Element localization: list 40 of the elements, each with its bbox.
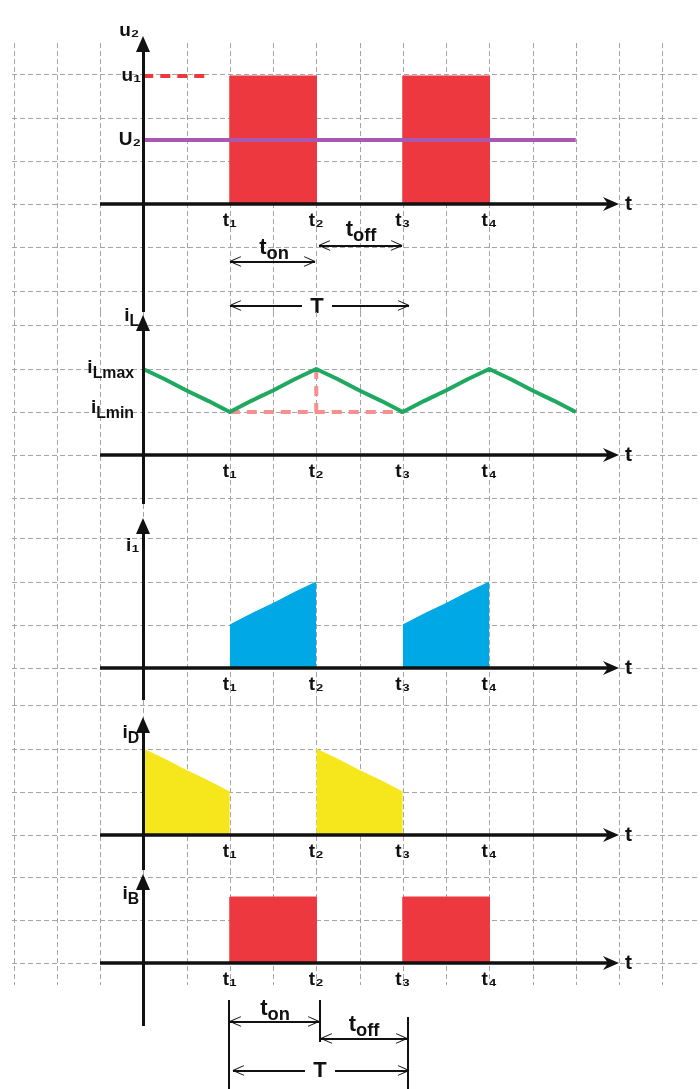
text: t$_{on}$ <box>260 995 290 1025</box>
x-tick-label: t₄ <box>481 839 497 861</box>
x-tick-label: t₄ <box>481 967 497 989</box>
x-tick-label: t₃ <box>395 839 411 861</box>
y-axis-title: i$_{L}$ <box>124 304 140 331</box>
x-axis-title: t <box>625 822 632 845</box>
y-axis-title: i$_{B}$ <box>122 882 140 909</box>
y-axis-title: i$_{D}$ <box>122 721 140 748</box>
x-tick-label: t₃ <box>395 672 411 694</box>
text: t$_{off}$ <box>345 216 377 246</box>
text: t$_{on}$ <box>259 234 289 264</box>
x-tick-label: t₄ <box>481 208 497 230</box>
x-tick-label: t₂ <box>308 208 324 230</box>
text: T <box>310 293 324 318</box>
annotation: u₁ <box>121 64 141 86</box>
x-tick-label: t₄ <box>481 459 497 481</box>
x-axis-title: t <box>625 191 632 214</box>
x-tick-label: t₂ <box>308 459 324 481</box>
annotation: i$_{Lmin}$ <box>90 396 134 423</box>
y-axis-title: u₂ <box>119 19 140 41</box>
x-tick-label: t₄ <box>481 672 497 694</box>
x-tick-label: t₁ <box>222 208 237 230</box>
x-tick-label: t₃ <box>395 459 411 481</box>
x-tick-label: t₁ <box>222 967 237 989</box>
text: t$_{off}$ <box>348 1011 380 1041</box>
y-axis-title: i₁ <box>126 534 140 556</box>
x-tick-label: t₁ <box>222 459 237 481</box>
annotation: U₂ <box>118 128 141 150</box>
x-axis-title: t <box>625 950 632 973</box>
x-tick-label: t₁ <box>222 839 237 861</box>
x-tick-label: t₂ <box>308 839 324 861</box>
annotation: i$_{Lmax}$ <box>87 356 134 383</box>
x-tick-label: t₃ <box>395 967 411 989</box>
x-tick-label: t₃ <box>395 208 411 230</box>
x-tick-label: t₂ <box>308 672 324 694</box>
text: T <box>313 1057 327 1082</box>
x-axis-title: t <box>625 655 632 678</box>
x-axis-title: t <box>625 442 632 465</box>
x-tick-label: t₁ <box>222 672 237 694</box>
x-tick-label: t₂ <box>308 967 324 989</box>
